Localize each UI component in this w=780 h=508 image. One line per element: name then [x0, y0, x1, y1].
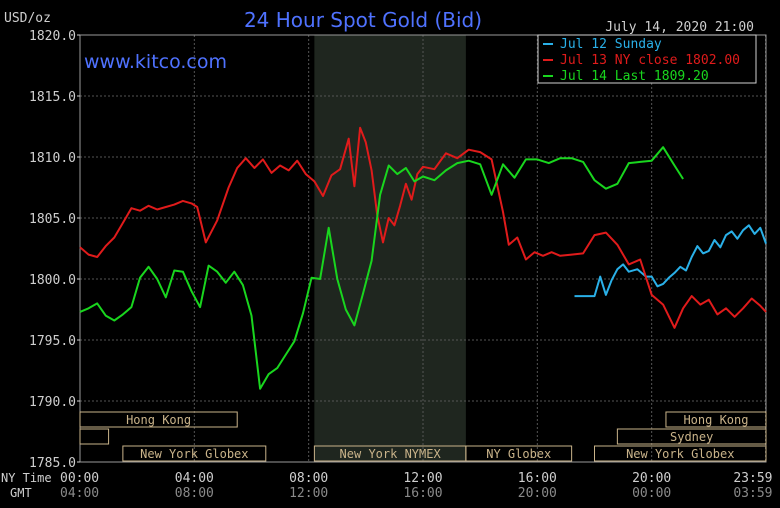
session-label: NY Globex — [486, 447, 551, 461]
xtick-label-gmt: 08:00 — [175, 486, 214, 501]
xaxis-row-label-gmt: GMT — [10, 486, 32, 500]
ytick-label: 1790.0 — [29, 395, 76, 410]
xtick-label-ny: 12:00 — [403, 471, 442, 486]
session-box — [616, 428, 767, 445]
legend-box — [537, 34, 757, 84]
timestamp: July 14, 2020 21:00 — [605, 20, 754, 35]
units-label: USD/oz — [4, 11, 51, 26]
session-box — [465, 445, 573, 462]
watermark: www.kitco.com — [84, 51, 227, 73]
session-label: Hong Kong — [683, 413, 748, 427]
ytick-label: 1810.0 — [29, 151, 76, 166]
xtick-label-gmt: 12:00 — [289, 486, 328, 501]
xtick-label-ny: 20:00 — [632, 471, 671, 486]
legend-label-jul12: Jul 12 Sunday — [560, 37, 662, 52]
ytick-label: 1785.0 — [29, 456, 76, 471]
xtick-label-gmt: 03:59 — [733, 486, 772, 501]
ytick-label: 1800.0 — [29, 273, 76, 288]
session-box — [79, 411, 238, 428]
session-label: Hong Kong — [126, 413, 191, 427]
session-label: New York NYMEX — [340, 447, 442, 461]
xtick-label-gmt: 00:00 — [632, 486, 671, 501]
ytick-label: 1820.0 — [29, 29, 76, 44]
ytick-label: 1815.0 — [29, 90, 76, 105]
xtick-label-gmt: 20:00 — [518, 486, 557, 501]
xtick-label-ny: 23:59 — [733, 471, 772, 486]
series-line-jul12 — [574, 224, 767, 298]
xtick-label-gmt: 16:00 — [403, 486, 442, 501]
legend-label-jul13: Jul 13 NY close 1802.00 — [560, 53, 740, 68]
session-box — [665, 411, 767, 428]
xtick-label-ny: 08:00 — [289, 471, 328, 486]
session-label: Sydney — [670, 430, 713, 444]
session-label: New York Globex — [626, 447, 734, 461]
chart-title: 24 Hour Spot Gold (Bid) — [244, 8, 482, 32]
series-line-jul13 — [79, 126, 767, 329]
session-box — [122, 445, 267, 462]
session-box — [79, 428, 110, 445]
xtick-label-gmt: 04:00 — [60, 486, 99, 501]
nymex-session-shade — [314, 35, 466, 462]
xaxis-row-label-ny: NY Time — [1, 471, 52, 485]
session-label: New York Globex — [140, 447, 248, 461]
session-box — [594, 445, 767, 462]
xtick-label-ny: 16:00 — [518, 471, 557, 486]
series-line-jul14 — [79, 146, 684, 390]
legend-label-jul14: Jul 14 Last 1809.20 — [560, 69, 709, 84]
xtick-label-ny: 00:00 — [60, 471, 99, 486]
xtick-label-ny: 04:00 — [175, 471, 214, 486]
ytick-label: 1795.0 — [29, 334, 76, 349]
legend: Jul 12 Sunday Jul 13 NY close 1802.00 Ju… — [537, 34, 757, 84]
ytick-label: 1805.0 — [29, 212, 76, 227]
